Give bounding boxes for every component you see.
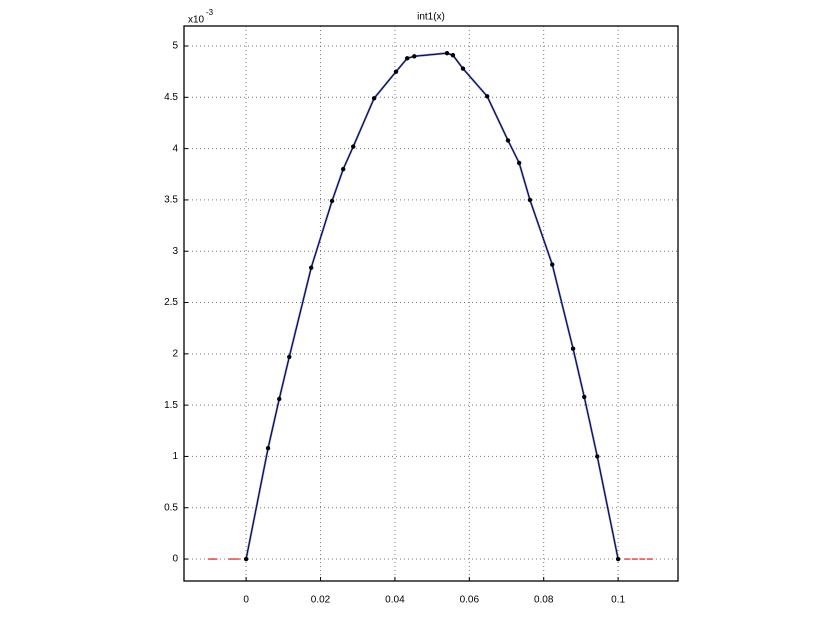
point xyxy=(287,354,292,360)
point xyxy=(527,197,533,203)
y-tick-label: 0 xyxy=(172,554,178,565)
y-tick-label: 1 xyxy=(172,451,178,462)
x-tick-label: 0.04 xyxy=(385,595,405,606)
point xyxy=(582,394,587,400)
y-tick-label: 0.5 xyxy=(164,502,178,513)
point xyxy=(277,396,282,402)
y-multiplier-base: x10 xyxy=(188,15,205,26)
y-tick-label: 5 xyxy=(172,41,178,52)
point xyxy=(444,50,450,56)
series-line-core xyxy=(245,52,619,560)
y-tick-label: 2 xyxy=(172,348,178,359)
point xyxy=(484,94,490,99)
y-tick-label: 1.5 xyxy=(164,400,178,411)
point xyxy=(265,446,271,451)
point xyxy=(329,198,335,204)
y-tick-label: 4.5 xyxy=(164,92,178,103)
point xyxy=(309,265,314,270)
point xyxy=(460,66,466,71)
plot-frame xyxy=(183,25,679,582)
y-tick-label: 3.5 xyxy=(164,195,178,206)
y-tick-label: 3 xyxy=(172,246,178,257)
point xyxy=(505,138,511,143)
point xyxy=(615,556,621,562)
point xyxy=(341,166,346,172)
point xyxy=(351,144,356,149)
x-tick-label: 0.02 xyxy=(311,595,331,606)
point xyxy=(404,56,410,61)
x-tick-label: 0.1 xyxy=(611,595,625,606)
point xyxy=(450,53,456,58)
y-tick-label: 2.5 xyxy=(164,297,178,308)
point xyxy=(550,262,555,267)
point xyxy=(595,454,600,459)
point xyxy=(412,54,417,59)
point xyxy=(570,346,576,351)
x-tick-label: 0 xyxy=(243,595,249,606)
x-tick-label: 0.08 xyxy=(534,595,554,606)
point xyxy=(393,69,399,74)
point xyxy=(371,96,377,101)
y-multiplier-exponent: -3 xyxy=(206,8,214,17)
point xyxy=(516,160,522,166)
chart-title: int1(x) xyxy=(417,12,445,23)
y-tick-label: 4 xyxy=(172,143,178,154)
point xyxy=(243,556,249,562)
x-tick-label: 0.06 xyxy=(460,595,480,606)
